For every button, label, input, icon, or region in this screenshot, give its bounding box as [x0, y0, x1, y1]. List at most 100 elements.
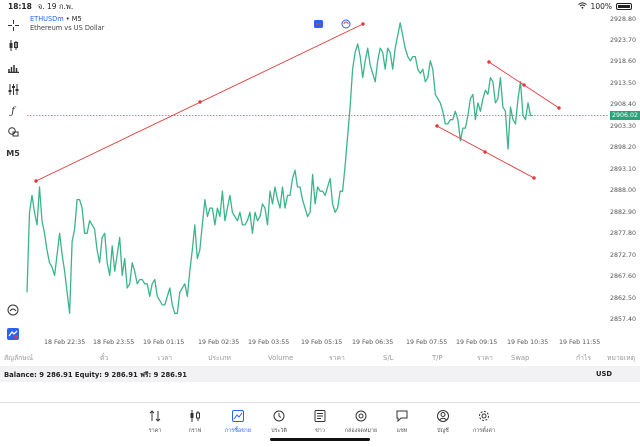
tab-label: กล่องจดหมาย	[344, 428, 378, 434]
price-tick-label: 2877.80	[609, 230, 636, 238]
tab-news[interactable]: ข่าว	[302, 409, 338, 435]
chat-icon	[395, 409, 409, 423]
mailbox-icon	[354, 409, 368, 423]
price-tick-label: 2857.40	[609, 316, 636, 323]
tab-label: กราฟ	[188, 428, 202, 434]
trend-line-point[interactable]	[557, 106, 561, 110]
price-chart[interactable]	[0, 0, 640, 350]
tab-label: ประวัติ	[271, 428, 287, 434]
trend-line-point[interactable]	[361, 22, 365, 26]
symbol-timeframe: • M5	[65, 15, 82, 23]
trend-line-point[interactable]	[483, 150, 487, 154]
price-tick-label: 2908.40	[609, 101, 636, 109]
settings-icon	[477, 409, 491, 423]
trade-icon	[231, 409, 245, 423]
symbol-info: ETHUSDm • M5 Ethereum vs US Dollar	[30, 15, 104, 33]
timeframe-button[interactable]: M5	[6, 148, 20, 158]
time-tick-label: 19 Feb 05:15	[301, 339, 343, 346]
status-date: จ. 19 ก.พ.	[37, 1, 74, 11]
battery-icon	[616, 3, 632, 10]
battery-percent: 100%	[590, 2, 612, 11]
time-tick-label: 19 Feb 09:15	[456, 339, 498, 346]
price-tick-label: 2913.50	[609, 79, 636, 87]
price-tick-label: 2903.30	[609, 122, 636, 130]
zoom-icon[interactable]	[4, 302, 22, 318]
trade-table-header: สัญลักษณ์ ตั๋ว เวลา ประเภท Volume ราคา S…	[0, 350, 640, 365]
left-toolbar: ƒ M5	[0, 13, 26, 346]
time-tick-label: 19 Feb 07:55	[406, 339, 448, 346]
time-tick-label: 19 Feb 02:35	[198, 339, 240, 346]
tab-label: การซื้อขาย	[225, 428, 251, 434]
time-tick-label: 18 Feb 22:35	[44, 339, 86, 346]
home-indicator	[270, 438, 370, 441]
account-icon	[436, 409, 450, 423]
col-current-price[interactable]: ราคา	[477, 354, 493, 362]
col-ticket[interactable]: ตั๋ว	[100, 354, 109, 362]
col-time[interactable]: เวลา	[158, 354, 173, 362]
col-volume[interactable]: Volume	[268, 353, 294, 362]
symbol-description: Ethereum vs US Dollar	[30, 24, 105, 32]
trade-markers[interactable]	[314, 19, 351, 29]
crosshair-icon[interactable]	[4, 17, 22, 33]
col-swap[interactable]: Swap	[511, 353, 530, 362]
symbol-ticker: ETHUSDm	[30, 15, 64, 23]
tab-trade[interactable]: การซื้อขาย	[220, 409, 256, 435]
quotes-icon	[148, 409, 162, 423]
wifi-icon	[577, 2, 587, 11]
tab-chart[interactable]: กราฟ	[177, 409, 213, 435]
time-tick-label: 19 Feb 03:55	[248, 339, 290, 346]
balance-text: Balance: 9 286.91 Equity: 9 286.91 ฟรี: …	[4, 370, 187, 379]
price-tick-label: 2888.00	[609, 187, 636, 195]
tab-mailbox[interactable]: กล่องจดหมาย	[343, 409, 379, 435]
current-price-tag: 2906.02	[610, 110, 640, 120]
time-tick-label: 19 Feb 11:55	[559, 339, 601, 346]
col-symbol[interactable]: สัญลักษณ์	[4, 354, 34, 362]
price-tick-label: 2893.10	[609, 165, 636, 173]
status-bar: 18:18 จ. 19 ก.พ. 100%	[0, 0, 640, 13]
trend-line-point[interactable]	[435, 124, 439, 128]
function-icon[interactable]: ƒ	[11, 105, 15, 117]
price-tick-label: 2928.80	[609, 15, 636, 23]
price-tick-label: 2882.90	[609, 208, 636, 216]
history-icon	[272, 409, 286, 423]
balance-bar: Balance: 9 286.91 Equity: 9 286.91 ฟรี: …	[0, 366, 640, 382]
col-profit[interactable]: กำไร	[576, 354, 592, 362]
col-type[interactable]: ประเภท	[208, 354, 231, 362]
balance-currency: USD	[595, 370, 612, 378]
tab-label: ราคา	[148, 428, 162, 434]
order-marker-icon[interactable]	[341, 19, 351, 29]
objects-icon[interactable]	[4, 81, 22, 97]
news-icon	[313, 409, 327, 423]
trend-line-point[interactable]	[532, 176, 536, 180]
tab-account[interactable]: บัญชี	[425, 409, 461, 435]
chart-icon	[188, 409, 202, 423]
tab-chat[interactable]: แชท	[384, 409, 420, 435]
price-tick-label: 2923.70	[609, 37, 636, 44]
tab-label: บัญชี	[437, 428, 449, 434]
trend-line-point[interactable]	[522, 83, 526, 87]
col-comment[interactable]: หมายเหตุ	[607, 354, 635, 362]
status-time: 18:18	[8, 2, 32, 11]
tab-label: แชท	[396, 428, 408, 434]
price-tick-label: 2898.20	[609, 144, 636, 152]
trend-line-point[interactable]	[34, 179, 38, 183]
trend-line-point[interactable]	[198, 100, 202, 104]
col-sl[interactable]: S/L	[383, 353, 394, 362]
col-price[interactable]: ราคา	[329, 354, 345, 362]
candlestick-icon[interactable]	[4, 37, 22, 53]
app-logo-icon	[4, 326, 22, 342]
price-tick-label: 2918.60	[609, 58, 636, 66]
shapes-icon[interactable]	[4, 123, 22, 139]
tab-history[interactable]: ประวัติ	[261, 409, 297, 435]
col-tp[interactable]: T/P	[432, 353, 443, 362]
tab-settings[interactable]: การตั้งค่า	[466, 409, 502, 435]
trend-lines[interactable]	[34, 22, 561, 183]
tab-quotes[interactable]: ราคา	[137, 409, 173, 435]
bottom-tab-bar: ราคา กราฟ การซื้อขาย ประวัติ ข่าว กล่องจ…	[0, 402, 640, 447]
indicators-icon[interactable]	[4, 59, 22, 75]
time-tick-label: 18 Feb 23:55	[93, 339, 135, 346]
price-tick-label: 2862.50	[609, 294, 636, 302]
trend-line-point[interactable]	[487, 60, 491, 64]
time-tick-label: 19 Feb 06:35	[352, 339, 394, 346]
time-tick-label: 19 Feb 10:35	[507, 339, 549, 346]
